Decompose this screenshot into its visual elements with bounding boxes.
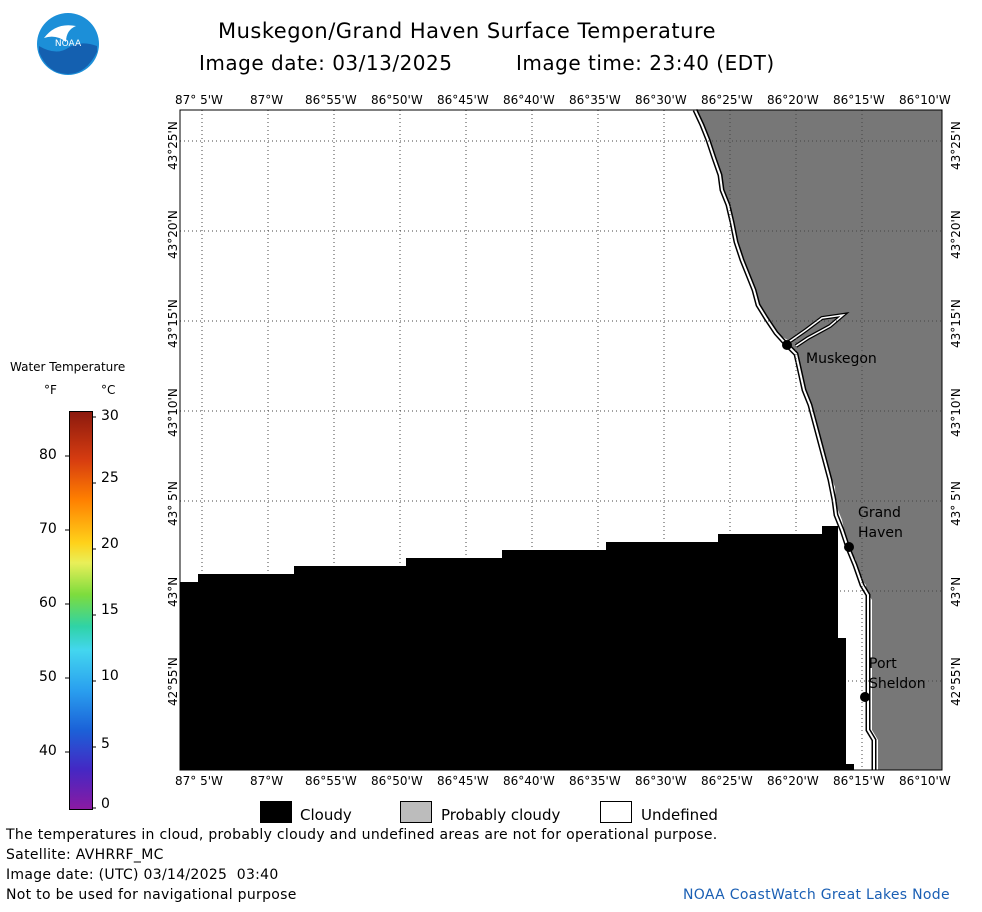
- lon-label: 86°55'W: [305, 774, 357, 788]
- lon-label: 87°W: [250, 774, 284, 788]
- legend-label-undefined: Undefined: [641, 806, 718, 824]
- lon-label: 86°50'W: [371, 93, 423, 107]
- colorbar-title: Water Temperature: [10, 360, 126, 374]
- colorbar: [69, 411, 93, 810]
- image-time: Image time: 23:40 (EDT): [516, 51, 775, 75]
- lon-label: 86°40'W: [503, 93, 555, 107]
- lon-label: 86°25'W: [701, 93, 753, 107]
- grand-haven-marker: [844, 542, 854, 552]
- disclaimer-text: The temperatures in cloud, probably clou…: [6, 827, 718, 843]
- lon-label: 86°40'W: [503, 774, 555, 788]
- place-port-sheldon: Port Sheldon: [869, 656, 926, 692]
- place-muskegon: Muskegon: [806, 351, 877, 367]
- lon-label: 87°W: [250, 93, 284, 107]
- lon-label: 86°20'W: [767, 774, 819, 788]
- lon-label: 86°45'W: [437, 93, 489, 107]
- c-tick: 5: [101, 736, 110, 752]
- noaa-logo-text: NOAA: [55, 39, 82, 49]
- lon-label: 86°10'W: [899, 774, 951, 788]
- f-tick: 40: [39, 743, 57, 759]
- c-tick: 15: [101, 602, 119, 618]
- colorbar-unit-f: °F: [44, 383, 57, 397]
- place-grand-haven: Grand Haven: [858, 505, 903, 541]
- legend-label-cloudy: Cloudy: [300, 806, 352, 824]
- nav-warning-text: Not to be used for navigational purpose: [6, 887, 297, 903]
- f-tick: 80: [39, 447, 57, 463]
- c-tick: 25: [101, 470, 119, 486]
- lon-label: 87° 5'W: [175, 93, 223, 107]
- legend-label-probably-cloudy: Probably cloudy: [441, 806, 561, 824]
- colorbar-ticks: [65, 416, 96, 809]
- satellite-text: Satellite: AVHRRF_MC: [6, 847, 164, 863]
- f-tick: 50: [39, 669, 57, 685]
- lon-label: 86°20'W: [767, 93, 819, 107]
- legend-swatch-probably-cloudy: [400, 801, 432, 823]
- c-tick: 20: [101, 536, 119, 552]
- lon-label: 86°45'W: [437, 774, 489, 788]
- f-tick: 60: [39, 595, 57, 611]
- lon-label: 87° 5'W: [175, 774, 223, 788]
- port-sheldon-marker: [860, 692, 870, 702]
- c-tick: 0: [101, 796, 110, 812]
- lon-label: 86°15'W: [833, 93, 885, 107]
- lon-label: 86°55'W: [305, 93, 357, 107]
- lon-label: 86°15'W: [833, 774, 885, 788]
- colorbar-unit-c: °C: [101, 383, 116, 397]
- c-tick: 30: [101, 408, 119, 424]
- page-title: Muskegon/Grand Haven Surface Temperature: [218, 19, 717, 43]
- lon-label: 86°30'W: [635, 774, 687, 788]
- lon-label: 86°35'W: [569, 93, 621, 107]
- credit-text: NOAA CoastWatch Great Lakes Node: [683, 887, 950, 903]
- legend-swatch-cloudy: [260, 801, 292, 823]
- utc-date-text: Image date: (UTC) 03/14/2025 03:40: [6, 867, 279, 883]
- muskegon-marker: [782, 340, 792, 350]
- noaa-logo: NOAA: [37, 13, 99, 75]
- lon-label: 86°10'W: [899, 93, 951, 107]
- lon-label: 86°25'W: [701, 774, 753, 788]
- legend-swatch-undefined: [600, 801, 632, 823]
- cloudy-area: [180, 526, 854, 770]
- land-area: [695, 110, 942, 770]
- f-tick: 70: [39, 521, 57, 537]
- c-tick: 10: [101, 668, 119, 684]
- image-date: Image date: 03/13/2025: [199, 51, 453, 75]
- lon-label: 86°30'W: [635, 93, 687, 107]
- lon-label: 86°50'W: [371, 774, 423, 788]
- lon-label: 86°35'W: [569, 774, 621, 788]
